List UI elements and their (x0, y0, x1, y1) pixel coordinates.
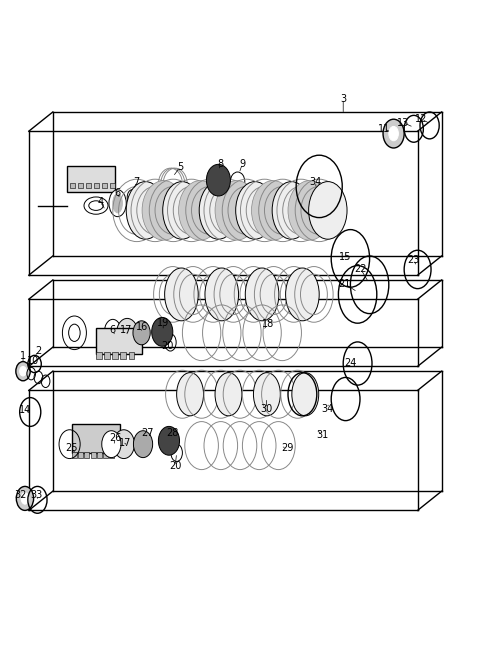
Ellipse shape (109, 190, 126, 216)
Bar (72, 452, 77, 458)
Bar (85, 183, 91, 188)
Text: 31: 31 (316, 430, 329, 440)
Bar (109, 183, 115, 188)
Ellipse shape (126, 182, 165, 239)
Ellipse shape (16, 486, 34, 510)
Text: 14: 14 (19, 405, 31, 415)
Ellipse shape (21, 493, 29, 504)
Bar (112, 352, 118, 359)
Bar (72, 424, 120, 453)
Text: 27: 27 (142, 428, 154, 438)
Ellipse shape (309, 182, 347, 239)
Ellipse shape (179, 180, 222, 240)
Text: 22: 22 (355, 264, 367, 274)
Ellipse shape (133, 321, 150, 345)
Bar (96, 352, 102, 359)
Ellipse shape (272, 182, 311, 239)
Text: 24: 24 (344, 358, 357, 367)
Text: 4: 4 (98, 197, 104, 207)
Ellipse shape (292, 373, 319, 416)
Text: 20: 20 (169, 461, 181, 471)
Text: 25: 25 (65, 443, 77, 453)
Text: 28: 28 (167, 428, 179, 438)
Text: 20: 20 (161, 341, 173, 351)
Ellipse shape (152, 318, 173, 346)
Bar (103, 452, 108, 458)
Text: 17: 17 (119, 438, 131, 448)
Ellipse shape (236, 182, 274, 239)
Ellipse shape (133, 431, 153, 458)
Ellipse shape (215, 373, 242, 416)
Ellipse shape (20, 367, 26, 376)
Text: 13: 13 (397, 117, 409, 127)
Text: 10: 10 (26, 356, 39, 365)
Bar (70, 183, 75, 188)
Text: 30: 30 (260, 403, 273, 414)
Text: 1: 1 (20, 351, 26, 361)
Bar (97, 452, 102, 458)
Ellipse shape (158, 426, 180, 455)
Ellipse shape (199, 182, 238, 239)
Bar (102, 183, 108, 188)
Text: 29: 29 (281, 443, 293, 453)
Ellipse shape (102, 431, 121, 458)
Text: 18: 18 (262, 319, 274, 329)
Bar (78, 452, 83, 458)
Text: 34: 34 (310, 176, 322, 186)
Ellipse shape (252, 180, 295, 240)
Text: 19: 19 (157, 318, 169, 328)
Text: 15: 15 (339, 252, 352, 262)
Ellipse shape (215, 180, 258, 240)
Ellipse shape (213, 173, 224, 188)
Bar (120, 352, 126, 359)
Ellipse shape (163, 182, 201, 239)
Text: 6: 6 (115, 188, 120, 197)
Ellipse shape (165, 268, 198, 321)
Bar (96, 328, 142, 354)
Text: 9: 9 (240, 159, 245, 169)
Text: 6: 6 (110, 325, 116, 335)
Ellipse shape (286, 268, 319, 321)
Text: 16: 16 (135, 322, 148, 332)
Ellipse shape (16, 361, 30, 380)
Text: 8: 8 (218, 159, 224, 169)
Text: 33: 33 (30, 490, 42, 500)
Text: 26: 26 (109, 434, 121, 443)
Ellipse shape (142, 180, 185, 240)
Ellipse shape (288, 180, 331, 240)
Text: 2: 2 (35, 346, 42, 356)
Text: 32: 32 (14, 490, 26, 500)
Ellipse shape (104, 319, 121, 346)
Text: 23: 23 (408, 255, 420, 265)
Text: 5: 5 (177, 162, 183, 173)
Ellipse shape (113, 194, 122, 213)
Ellipse shape (117, 318, 138, 347)
Text: 21: 21 (338, 279, 351, 289)
Ellipse shape (206, 164, 230, 196)
Bar (91, 452, 96, 458)
Bar (129, 352, 134, 359)
Ellipse shape (205, 268, 239, 321)
Ellipse shape (245, 268, 279, 321)
Text: 7: 7 (133, 176, 140, 186)
Bar (67, 166, 115, 192)
Text: 11: 11 (378, 124, 390, 134)
Ellipse shape (164, 434, 174, 447)
Bar (94, 183, 99, 188)
Bar (109, 452, 114, 458)
Ellipse shape (177, 373, 204, 416)
Text: 34: 34 (321, 403, 334, 414)
Bar (78, 183, 84, 188)
Text: 17: 17 (120, 325, 132, 335)
Text: 3: 3 (340, 94, 346, 104)
Ellipse shape (157, 325, 167, 338)
Ellipse shape (113, 430, 134, 459)
Bar (84, 452, 89, 458)
Text: 12: 12 (415, 114, 428, 124)
Bar (104, 352, 110, 359)
Ellipse shape (383, 119, 404, 148)
Ellipse shape (389, 127, 398, 141)
Ellipse shape (253, 373, 280, 416)
